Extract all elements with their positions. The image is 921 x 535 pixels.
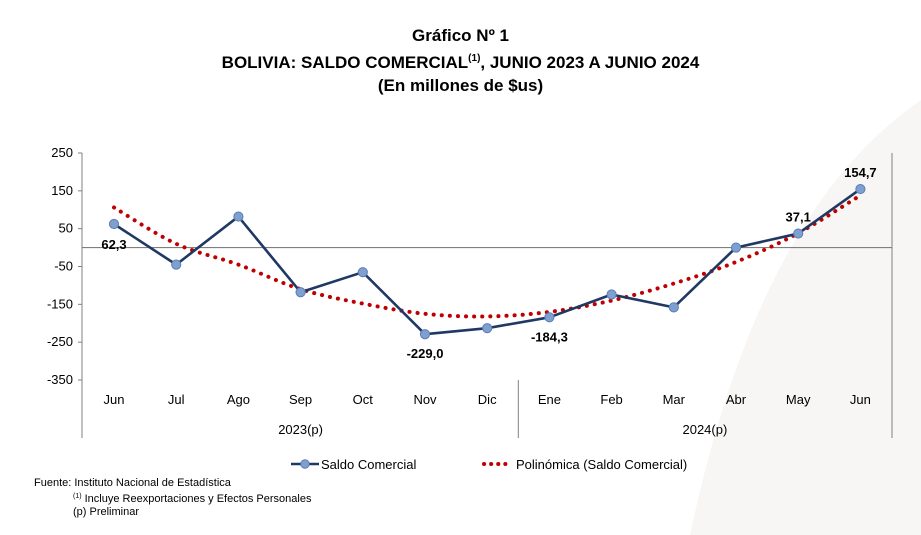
y-tick-label: 50 (59, 221, 73, 236)
data-label: -184,3 (531, 329, 568, 344)
y-tick-label: -350 (47, 372, 73, 387)
x-group-label: 2024(p) (682, 422, 727, 437)
x-group-label: 2023(p) (278, 422, 323, 437)
footnote-preliminary: (p) Preliminar (73, 506, 140, 518)
data-point (233, 211, 244, 222)
chart-main-title: BOLIVIA: SALDO COMERCIAL(1), JUNIO 2023 … (221, 53, 700, 72)
x-tick-label: Dic (478, 392, 497, 407)
data-label: 37,1 (786, 210, 811, 225)
data-point (544, 312, 555, 323)
title-footnote-marker: (1) (468, 53, 481, 64)
data-point (295, 287, 306, 298)
x-tick-label: Jun (104, 392, 125, 407)
source-line: Fuente: Instituto Nacional de Estadístic… (34, 477, 231, 489)
data-point (730, 242, 742, 253)
data-label: 154,7 (844, 165, 877, 180)
legend-marker-saldo (300, 459, 310, 469)
data-point (108, 218, 120, 230)
y-tick-label: -150 (47, 296, 73, 311)
x-tick-label: Abr (726, 392, 747, 407)
x-tick-label: Mar (663, 392, 686, 407)
polynomial-trendline (112, 193, 863, 319)
data-label: -229,0 (407, 346, 444, 361)
legend-label-saldo: Saldo Comercial (321, 457, 416, 472)
x-tick-label: Ago (227, 392, 250, 407)
x-tick-label: Jun (850, 392, 871, 407)
data-point (357, 267, 368, 278)
y-tick-label: 150 (51, 183, 73, 198)
data-point (606, 289, 617, 300)
saldo-comercial-line (113, 187, 862, 336)
x-tick-label: Feb (600, 392, 622, 407)
legend-label-trend: Polinómica (Saldo Comercial) (516, 457, 687, 472)
source-notes: Fuente: Instituto Nacional de Estadístic… (34, 477, 311, 519)
y-tick-label: -250 (47, 334, 73, 349)
data-point (482, 323, 493, 334)
chart-subtitle: (En millones de $us) (377, 76, 544, 95)
x-tick-label: Sep (289, 392, 312, 407)
y-tick-label: -50 (54, 259, 73, 274)
data-point (793, 228, 804, 239)
x-tick-label: Nov (413, 392, 437, 407)
data-point (668, 302, 679, 313)
data-label: 62,3 (101, 237, 126, 252)
chart-number-title: Gráfico Nº 1 (412, 26, 509, 45)
chart-title: Gráfico Nº 1 BOLIVIA: SALDO COMERCIAL(1)… (0, 24, 921, 97)
y-tick-label: 250 (51, 145, 73, 160)
footnote-1: (1) Incluye Reexportaciones y Efectos Pe… (73, 493, 312, 505)
x-tick-label: Ene (538, 392, 561, 407)
data-point (855, 183, 866, 195)
x-tick-label: Jul (168, 392, 185, 407)
x-tick-label: Oct (353, 392, 374, 407)
data-point (171, 259, 182, 270)
data-point (419, 329, 431, 340)
x-tick-label: May (786, 392, 811, 407)
